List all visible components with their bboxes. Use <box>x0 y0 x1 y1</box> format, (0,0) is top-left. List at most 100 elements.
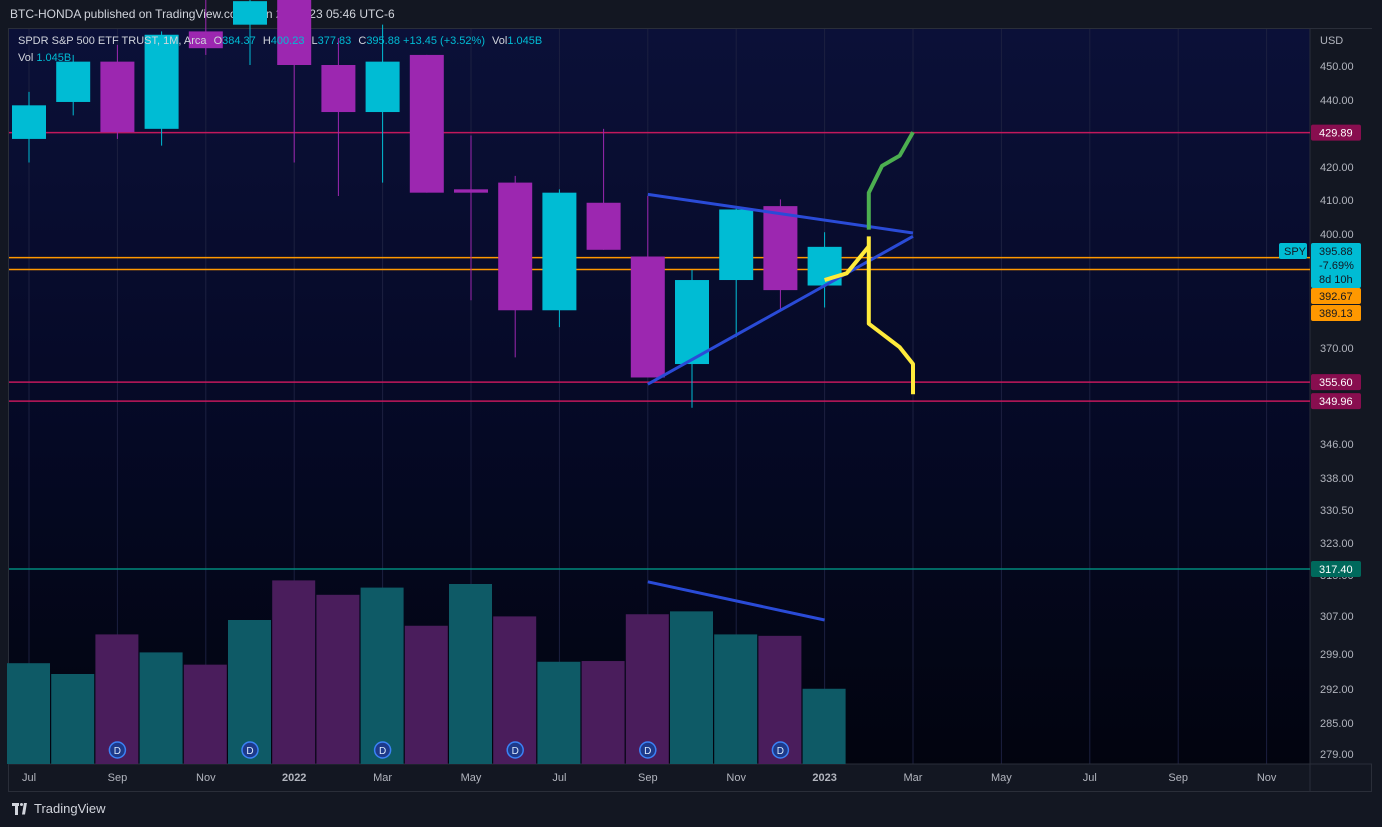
tradingview-icon <box>12 802 28 815</box>
volume-bar <box>360 587 404 764</box>
candle-body <box>100 61 135 133</box>
y-tick-label: 410.00 <box>1320 195 1354 207</box>
candle-body <box>144 34 179 129</box>
volume-bar <box>316 594 360 764</box>
volume-bar <box>51 674 95 764</box>
x-tick-label: Jul <box>1083 772 1097 784</box>
candle-body <box>12 105 46 139</box>
candles <box>12 0 842 408</box>
x-tick-label: May <box>461 772 482 784</box>
last-price-tag: SPY 395.88 -7.69% 8d 10h <box>1279 243 1361 288</box>
level-tag-value: 389.13 <box>1319 308 1353 320</box>
volume-bar <box>228 620 271 764</box>
level-tag-value: 355.60 <box>1319 377 1353 389</box>
y-tick-label: 370.00 <box>1320 343 1354 355</box>
dividend-label: D <box>379 746 386 757</box>
close-value: 395.88 <box>366 35 400 47</box>
dividend-icon <box>639 741 657 759</box>
volume-bar <box>537 661 581 764</box>
candle-body <box>409 54 444 193</box>
volume-bar <box>139 652 183 764</box>
candle-body <box>321 65 356 113</box>
ohlc-legend: SPDR S&P 500 ETF TRUST, 1M, Arca O384.37… <box>18 35 542 47</box>
vol-label: Vol <box>492 35 508 47</box>
y-tick-label: 292.00 <box>1320 684 1354 696</box>
level-tag-value: 429.89 <box>1319 128 1353 140</box>
y-tick-label: 420.00 <box>1320 162 1354 174</box>
symbol-title[interactable]: SPDR S&P 500 ETF TRUST, 1M, Arca <box>18 35 207 47</box>
candle-body <box>542 192 577 311</box>
level-tag-value: 392.67 <box>1319 291 1353 303</box>
dividend-icon <box>108 741 127 759</box>
x-tick-label: Mar <box>373 772 392 784</box>
dividend-icon <box>241 741 259 759</box>
low-value: 377.83 <box>317 35 352 47</box>
y-tick-label: 440.00 <box>1320 95 1354 107</box>
volume-bar <box>183 664 227 764</box>
y-tick-label: 450.00 <box>1320 61 1354 73</box>
projection-bullish <box>866 131 915 230</box>
y-tick-label: 299.00 <box>1320 649 1354 661</box>
x-tick-label: Jul <box>552 772 566 784</box>
open-value: 384.37 <box>222 35 256 47</box>
y-tick-label: 323.00 <box>1320 538 1354 550</box>
candle-body <box>586 202 621 250</box>
dividend-label: D <box>512 746 519 757</box>
volume-value: 1.045B <box>36 52 72 64</box>
candle-body <box>719 209 754 281</box>
x-tick-label: Nov <box>1257 772 1277 784</box>
level-tag <box>1311 305 1361 321</box>
y-tick-label: 330.50 <box>1320 505 1354 517</box>
volume-bar <box>449 584 492 764</box>
price-tag-box <box>1311 243 1361 288</box>
tradingview-logo[interactable]: TradingView <box>12 801 106 816</box>
volume-label[interactable]: Vol <box>18 52 34 64</box>
x-tick-label: Sep <box>108 772 128 784</box>
price-tag-countdown: 8d 10h <box>1319 274 1353 286</box>
dividend-icon <box>506 741 524 759</box>
symbol-tag <box>1279 243 1307 259</box>
x-tick-label: 2023 <box>812 772 836 784</box>
brand-name: TradingView <box>34 801 106 816</box>
volume-bar <box>670 611 713 764</box>
volume-bar <box>7 663 50 764</box>
dividend-label: D <box>246 746 253 757</box>
footer-bar: TradingView <box>0 795 1382 827</box>
candle-body <box>630 256 665 378</box>
candle-body <box>454 189 488 193</box>
x-tick-label: Sep <box>638 772 658 784</box>
dividend-label: D <box>644 746 651 757</box>
candle-body <box>277 0 312 65</box>
volume-bar <box>272 580 316 764</box>
close-label: C <box>358 35 367 47</box>
dividend-label: D <box>777 746 784 757</box>
volume-bar <box>802 688 846 764</box>
projection-paths <box>824 131 915 395</box>
dividend-label: D <box>114 746 121 757</box>
y-tick-label: 285.00 <box>1320 718 1354 730</box>
candle-body <box>763 206 798 291</box>
candle-body <box>233 1 267 25</box>
level-tag <box>1311 124 1361 141</box>
y-tick-label: 400.00 <box>1320 229 1354 241</box>
volume-bar <box>493 616 537 764</box>
change-value: +13.45 (+3.52%) <box>403 35 485 47</box>
symbol-tag-label: SPY <box>1284 246 1307 258</box>
projection-bridge <box>824 245 871 282</box>
x-tick-label: Nov <box>196 772 216 784</box>
dividend-icon <box>771 741 790 759</box>
level-tag <box>1311 561 1361 577</box>
volume-legend: Vol 1.045B <box>18 52 71 64</box>
candle-body <box>675 280 709 365</box>
trendline-volume <box>647 580 825 622</box>
candle-body <box>365 61 400 113</box>
high-value: 400.23 <box>270 35 305 47</box>
x-tick-label: Jul <box>22 772 36 784</box>
currency-label: USD <box>1320 35 1343 47</box>
level-tag <box>1311 374 1361 391</box>
x-tick-label: Nov <box>726 772 746 784</box>
candle-body <box>498 182 533 311</box>
y-tick-label: 307.00 <box>1320 611 1354 623</box>
